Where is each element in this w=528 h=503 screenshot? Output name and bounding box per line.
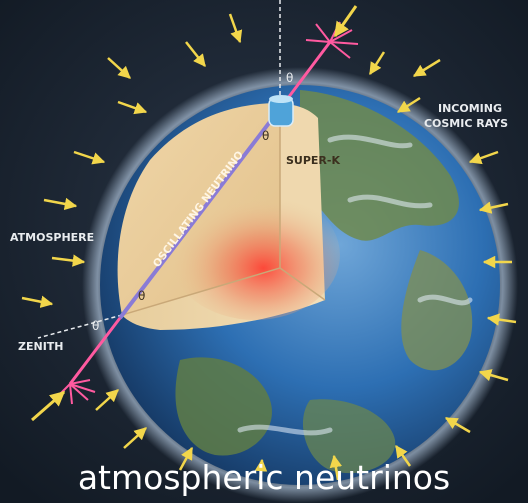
neutrino-path-upper-extension bbox=[280, 41, 332, 107]
cosmic-ray-arrow bbox=[329, 454, 343, 481]
cosmic-ray-arrow bbox=[43, 197, 78, 211]
earth-cutaway bbox=[117, 103, 340, 330]
cosmic-ray-arrow bbox=[95, 389, 119, 411]
incoming-cosmic-rays-label-line1: INCOMING bbox=[438, 102, 502, 115]
cosmic-ray-arrow bbox=[412, 58, 441, 78]
cosmic-ray-arrow bbox=[117, 100, 148, 115]
clouds bbox=[237, 134, 473, 436]
incoming-cosmic-rays-label-line2: COSMIC RAYS bbox=[424, 117, 508, 130]
cosmic-ray-arrows bbox=[21, 13, 517, 485]
cosmic-ray-arrow bbox=[73, 150, 106, 165]
cosmic-ray-arrow bbox=[396, 96, 421, 114]
cosmic-ray-arrow bbox=[254, 458, 268, 485]
land-mass-southeast bbox=[302, 399, 396, 474]
oscillating-neutrino-path bbox=[118, 104, 284, 320]
cosmic-ray-arrow bbox=[478, 201, 509, 214]
land-mass-north bbox=[300, 90, 459, 241]
theta-label-bottom-inner: θ bbox=[138, 289, 145, 303]
cosmic-ray-arrow bbox=[185, 41, 206, 67]
land-mass-south bbox=[175, 357, 272, 456]
theta-label-bottom-outer: θ bbox=[92, 319, 99, 333]
neutrino-path-lower-extension bbox=[68, 317, 122, 385]
cosmic-ray-arrow bbox=[107, 57, 131, 79]
atmosphere-label: ATMOSPHERE bbox=[10, 231, 94, 244]
land-mass-east bbox=[401, 250, 473, 371]
cosmic-ray-arrow bbox=[478, 369, 509, 382]
cosmic-ray-bottom-incoming bbox=[31, 390, 66, 422]
cosmic-ray-arrow bbox=[368, 51, 386, 76]
theta-label-top: θ bbox=[286, 71, 293, 85]
cosmic-ray-arrow bbox=[123, 427, 147, 449]
cosmic-ray-arrow bbox=[21, 295, 54, 308]
cosmic-ray-arrow bbox=[486, 313, 517, 326]
super-k-detector bbox=[268, 95, 294, 127]
cosmic-ray-arrow bbox=[444, 416, 471, 434]
zenith-line-bottom bbox=[37, 314, 123, 339]
cosmic-ray-top-incoming bbox=[333, 5, 358, 38]
zenith-label: ZENITH bbox=[18, 340, 64, 353]
cosmic-ray-arrow bbox=[468, 150, 499, 165]
cosmic-ray-arrow bbox=[228, 13, 243, 44]
theta-label-super-k: θ bbox=[262, 129, 269, 143]
super-k-label: SUPER-K bbox=[286, 154, 340, 167]
cosmic-ray-arrow bbox=[51, 254, 86, 267]
cosmic-ray-arrow bbox=[394, 444, 412, 467]
cosmic-ray-arrow bbox=[178, 446, 194, 471]
caption: atmospheric neutrinos bbox=[77, 458, 451, 497]
